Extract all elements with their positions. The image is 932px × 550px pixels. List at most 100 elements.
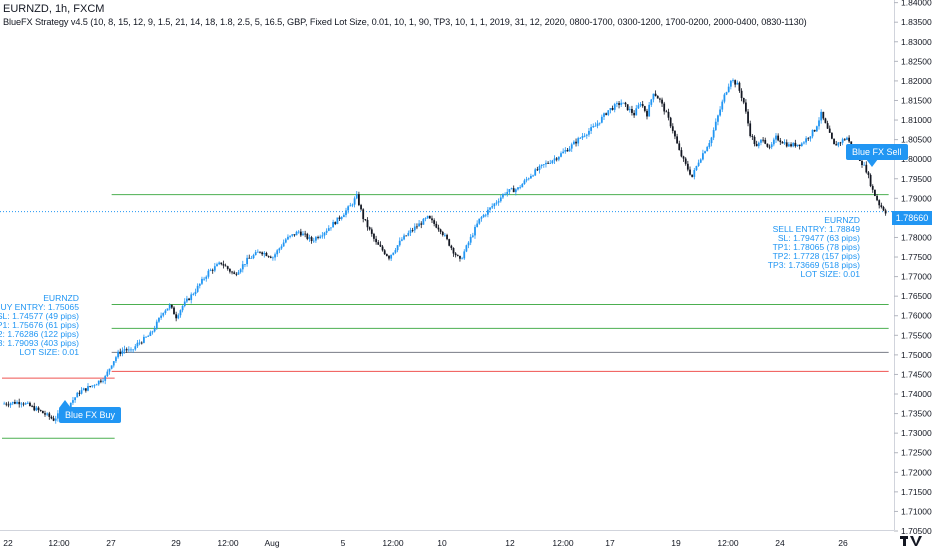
symbol-title[interactable]: EURNZD, 1h, FXCM xyxy=(3,3,105,15)
candle xyxy=(811,129,814,139)
candle xyxy=(530,173,532,179)
candle xyxy=(426,215,429,219)
candle xyxy=(364,219,367,222)
candle xyxy=(476,220,479,228)
candle xyxy=(306,232,309,241)
candle xyxy=(74,396,76,403)
candle xyxy=(76,391,79,398)
candle xyxy=(151,330,154,335)
candle xyxy=(338,215,341,222)
candle xyxy=(753,135,756,147)
candle xyxy=(244,264,246,268)
candle xyxy=(755,140,758,147)
candle xyxy=(631,105,633,116)
time-tick-label: 12:00 xyxy=(382,538,404,548)
candle xyxy=(600,114,603,124)
candle xyxy=(209,268,212,272)
candle xyxy=(738,81,741,93)
candle xyxy=(246,254,248,267)
candle xyxy=(14,399,16,405)
candle xyxy=(248,254,251,259)
candle xyxy=(160,312,162,320)
candle xyxy=(325,228,328,236)
buy-info-sl: SL: 1.74577 (49 pips) xyxy=(0,311,79,321)
candle xyxy=(345,207,347,218)
price-tick-label: 1.81500 xyxy=(901,95,932,105)
candle xyxy=(181,305,184,313)
strategy-legend[interactable]: BlueFX Strategy v4.5 (10, 8, 15, 12, 9, … xyxy=(3,17,807,27)
candle xyxy=(203,276,205,281)
candle xyxy=(115,355,117,364)
price-tick-label: 1.74000 xyxy=(901,389,932,399)
candle xyxy=(302,230,304,236)
candle xyxy=(403,233,405,241)
candle xyxy=(514,188,517,196)
candle xyxy=(224,263,227,267)
sell-signal-label[interactable]: Blue FX Sell xyxy=(846,144,908,160)
candle xyxy=(9,402,12,408)
candle xyxy=(882,205,885,212)
candle xyxy=(686,160,689,172)
candle xyxy=(646,108,648,120)
price-tick-label: 1.75000 xyxy=(901,350,932,360)
candle xyxy=(308,234,311,242)
trade-levels xyxy=(0,194,894,439)
price-tick-label: 1.73500 xyxy=(901,409,932,419)
candle xyxy=(523,178,526,185)
candle xyxy=(471,232,474,238)
candle xyxy=(388,254,390,261)
candle xyxy=(401,237,403,242)
candle xyxy=(682,155,685,162)
candle xyxy=(291,234,294,238)
candle xyxy=(175,311,178,322)
time-tick-label: 10 xyxy=(437,538,447,548)
candle xyxy=(123,345,126,354)
candle xyxy=(394,248,397,254)
candle xyxy=(52,415,55,422)
candle xyxy=(689,166,691,176)
candle xyxy=(607,110,610,117)
candle xyxy=(237,269,240,275)
candle xyxy=(231,270,233,275)
candle xyxy=(807,137,810,142)
tradingview-logo-icon[interactable] xyxy=(900,536,922,546)
candle xyxy=(186,295,188,303)
buy-signal-label[interactable]: Blue FX Buy xyxy=(59,407,122,423)
candle xyxy=(736,80,739,85)
buy-info-lot: LOT SIZE: 0.01 xyxy=(19,347,79,357)
candle xyxy=(91,385,94,388)
candle xyxy=(170,304,173,310)
candle xyxy=(233,270,236,275)
candle xyxy=(598,122,601,126)
current-price-tag[interactable]: 1.78660 xyxy=(892,211,932,225)
candle xyxy=(540,164,543,169)
candle xyxy=(723,92,726,104)
candle xyxy=(792,142,795,148)
candle xyxy=(439,228,442,235)
price-tick-label: 1.72000 xyxy=(901,467,932,477)
candle xyxy=(863,161,866,166)
candle xyxy=(777,133,780,142)
candle xyxy=(643,105,646,113)
candle xyxy=(158,317,160,323)
buy-info-entry: BUY ENTRY: 1.75065 xyxy=(0,302,79,312)
candle xyxy=(381,244,384,252)
candle xyxy=(454,252,457,258)
candle xyxy=(366,217,369,231)
candle xyxy=(805,136,807,145)
candle xyxy=(871,184,874,193)
candle xyxy=(315,235,317,243)
candle xyxy=(168,303,171,311)
candle xyxy=(188,297,190,301)
candle xyxy=(321,231,324,239)
time-tick-label: 22 xyxy=(3,538,13,548)
price-tick-label: 1.71500 xyxy=(901,487,932,497)
candle xyxy=(218,261,221,266)
time-tick-label: 27 xyxy=(106,538,116,548)
candle xyxy=(327,225,330,232)
candle xyxy=(639,102,642,108)
candle xyxy=(633,110,635,118)
candle xyxy=(340,216,343,221)
